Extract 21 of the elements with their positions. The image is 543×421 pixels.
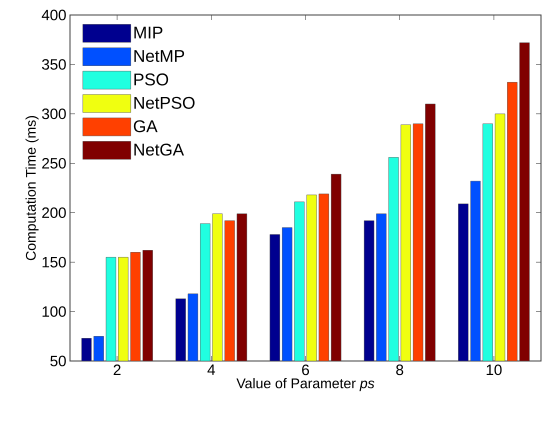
legend-label: NetGA (134, 144, 184, 156)
y-tick-label: 400 (42, 10, 66, 20)
y-tick-label: 150 (42, 256, 66, 268)
legend-label: GA (134, 120, 158, 132)
y-tick-label: 200 (42, 207, 66, 218)
x-tick-label: 4 (207, 364, 216, 375)
y-tick-label: 100 (42, 306, 66, 317)
y-axis-title: Computation Time (ms) (26, 116, 39, 260)
legend-label: MIP (134, 26, 162, 38)
x-tick-label: 6 (302, 364, 310, 376)
y-tick-label: 350 (42, 59, 66, 70)
x-tick-label: 2 (114, 364, 121, 376)
legend-label: NetPSO (134, 96, 195, 109)
legend-label: PSO (134, 73, 168, 86)
x-tick-label: 8 (396, 364, 404, 376)
x-tick-label: 10 (486, 364, 502, 376)
y-tick-label: 300 (42, 108, 66, 120)
y-tick-label: 50 (50, 356, 66, 366)
y-tick-label: 250 (42, 158, 66, 169)
legend-label: NetMP (134, 50, 184, 62)
x-axis-title: Value of Parameter ps (236, 378, 374, 392)
